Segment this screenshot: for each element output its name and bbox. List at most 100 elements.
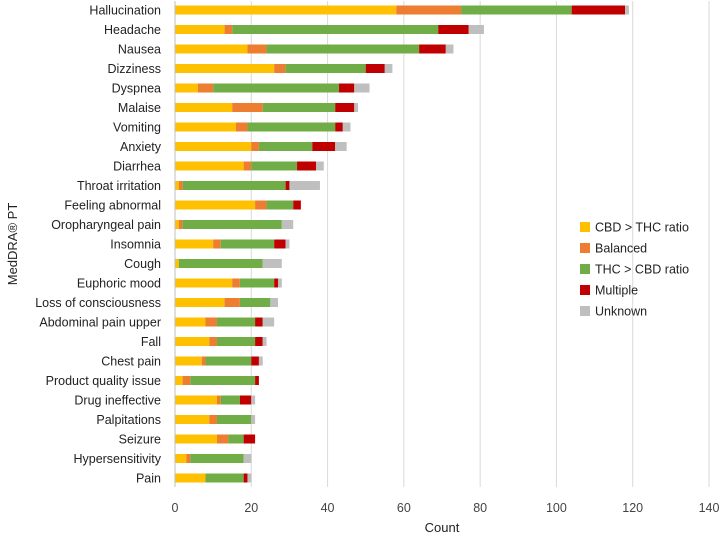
- x-tick-label: 140: [699, 501, 720, 515]
- bar-loss-of-consciousness-thc-cbd-ratio: [239, 298, 271, 307]
- bar-seizure-balanced: [216, 434, 229, 444]
- bar-nausea-cbd-thc-ratio: [175, 44, 248, 54]
- bar-dyspnea-thc-cbd-ratio: [213, 83, 340, 93]
- bar-fall-multiple: [255, 337, 263, 346]
- legend-swatch: [580, 222, 590, 232]
- bar-euphoric-mood-unknown: [277, 278, 282, 288]
- x-tick-labels: 0 20 40 60 80 100 120 140: [172, 501, 720, 515]
- bar-feeling-abnormal-multiple: [293, 200, 301, 210]
- bar-oropharyngeal-pain-thc-cbd-ratio: [182, 220, 282, 229]
- category-label: Throat irritation: [77, 179, 161, 193]
- x-tick-label: 40: [321, 501, 335, 515]
- category-label: Loss of consciousness: [35, 296, 161, 310]
- bar-euphoric-mood-cbd-thc-ratio: [175, 278, 233, 288]
- bar-loss-of-consciousness-balanced: [224, 298, 240, 307]
- category-label: Feeling abnormal: [64, 199, 161, 213]
- category-label: Dizziness: [108, 62, 162, 76]
- legend-swatch: [580, 264, 590, 274]
- bar-diarrhea-multiple: [297, 161, 317, 171]
- bar-dizziness-multiple: [365, 64, 385, 73]
- bar-vomiting-thc-cbd-ratio: [247, 122, 336, 132]
- category-label: Euphoric mood: [77, 277, 161, 291]
- bar-insomnia-balanced: [213, 239, 221, 249]
- bar-vomiting-cbd-thc-ratio: [175, 122, 237, 132]
- bar-feeling-abnormal-cbd-thc-ratio: [175, 200, 256, 210]
- bar-abdominal-pain-upper-cbd-thc-ratio: [175, 317, 206, 327]
- category-label: Anxiety: [120, 140, 162, 154]
- bar-cough-cbd-thc-ratio: [175, 259, 179, 268]
- bar-seizure-cbd-thc-ratio: [175, 434, 217, 444]
- bar-pain-unknown: [247, 473, 252, 483]
- bar-anxiety-balanced: [251, 142, 259, 151]
- bar-throat-irritation-cbd-thc-ratio: [175, 181, 179, 190]
- bar-cough-unknown: [262, 259, 282, 268]
- bar-drug-ineffective-cbd-thc-ratio: [175, 395, 217, 405]
- bar-dyspnea-cbd-thc-ratio: [175, 83, 198, 93]
- bar-cough-thc-cbd-ratio: [178, 259, 263, 268]
- bar-hallucination-unknown: [625, 5, 629, 15]
- category-label: Drug ineffective: [74, 394, 161, 408]
- bar-fall-thc-cbd-ratio: [216, 337, 256, 346]
- legend-label: THC > CBD ratio: [595, 263, 689, 277]
- bar-abdominal-pain-upper-unknown: [262, 317, 275, 327]
- bar-drug-ineffective-unknown: [251, 395, 256, 405]
- bar-throat-irritation-balanced: [178, 181, 183, 190]
- category-label: Insomnia: [110, 238, 161, 252]
- legend-label: CBD > THC ratio: [595, 221, 689, 235]
- bar-pain-thc-cbd-ratio: [205, 473, 244, 483]
- x-tick-label: 0: [172, 501, 179, 515]
- bar-chest-pain-balanced: [201, 356, 206, 366]
- category-label: Malaise: [118, 101, 161, 115]
- category-label: Abdominal pain upper: [39, 316, 161, 330]
- bar-dizziness-cbd-thc-ratio: [175, 64, 275, 73]
- bar-vomiting-unknown: [342, 122, 351, 132]
- bar-dyspnea-multiple: [339, 83, 355, 93]
- bar-nausea-balanced: [247, 44, 267, 54]
- bar-hypersensitivity-balanced: [186, 454, 191, 463]
- bar-feeling-abnormal-thc-cbd-ratio: [266, 200, 294, 210]
- bar-hypersensitivity-thc-cbd-ratio: [190, 454, 244, 463]
- bar-palpitations-cbd-thc-ratio: [175, 415, 210, 424]
- bar-vomiting-multiple: [335, 122, 343, 132]
- bar-anxiety-multiple: [312, 142, 336, 151]
- category-label: Headache: [104, 23, 161, 37]
- bar-oropharyngeal-pain-unknown: [281, 220, 294, 229]
- category-label: Palpitations: [96, 413, 161, 427]
- bar-dizziness-balanced: [274, 64, 286, 73]
- bar-euphoric-mood-thc-cbd-ratio: [239, 278, 275, 288]
- bar-abdominal-pain-upper-balanced: [205, 317, 217, 327]
- bar-malaise-cbd-thc-ratio: [175, 103, 233, 112]
- bar-throat-irritation-multiple: [285, 181, 290, 190]
- category-label: Fall: [141, 335, 161, 349]
- x-tick-label: 60: [397, 501, 411, 515]
- category-label: Seizure: [119, 433, 161, 447]
- bar-oropharyngeal-pain-cbd-thc-ratio: [175, 220, 179, 229]
- bar-headache-unknown: [468, 25, 484, 34]
- bar-diarrhea-cbd-thc-ratio: [175, 161, 244, 171]
- bar-malaise-thc-cbd-ratio: [262, 103, 336, 112]
- bar-hypersensitivity-cbd-thc-ratio: [175, 454, 187, 463]
- bar-dizziness-thc-cbd-ratio: [285, 64, 366, 73]
- bar-fall-unknown: [262, 337, 267, 346]
- category-label: Cough: [124, 257, 161, 271]
- bar-hallucination-cbd-thc-ratio: [175, 5, 397, 15]
- bar-insomnia-multiple: [274, 239, 286, 249]
- category-label: Nausea: [118, 43, 161, 57]
- bar-palpitations-balanced: [209, 415, 217, 424]
- bar-pain-multiple: [243, 473, 248, 483]
- bar-product-quality-issue-balanced: [182, 376, 191, 385]
- bar-oropharyngeal-pain-balanced: [178, 220, 183, 229]
- bar-loss-of-consciousness-cbd-thc-ratio: [175, 298, 225, 307]
- bar-hallucination-balanced: [396, 5, 462, 15]
- bar-palpitations-unknown: [251, 415, 256, 424]
- bar-euphoric-mood-multiple: [274, 278, 278, 288]
- bar-palpitations-thc-cbd-ratio: [216, 415, 252, 424]
- bar-seizure-thc-cbd-ratio: [228, 434, 244, 444]
- bar-hypersensitivity-unknown: [243, 454, 252, 463]
- bar-drug-ineffective-multiple: [239, 395, 252, 405]
- bar-insomnia-unknown: [285, 239, 290, 249]
- bar-nausea-unknown: [445, 44, 454, 54]
- bar-abdominal-pain-upper-thc-cbd-ratio: [216, 317, 256, 327]
- bar-seizure-multiple: [243, 434, 256, 444]
- category-label: Product quality issue: [46, 374, 161, 388]
